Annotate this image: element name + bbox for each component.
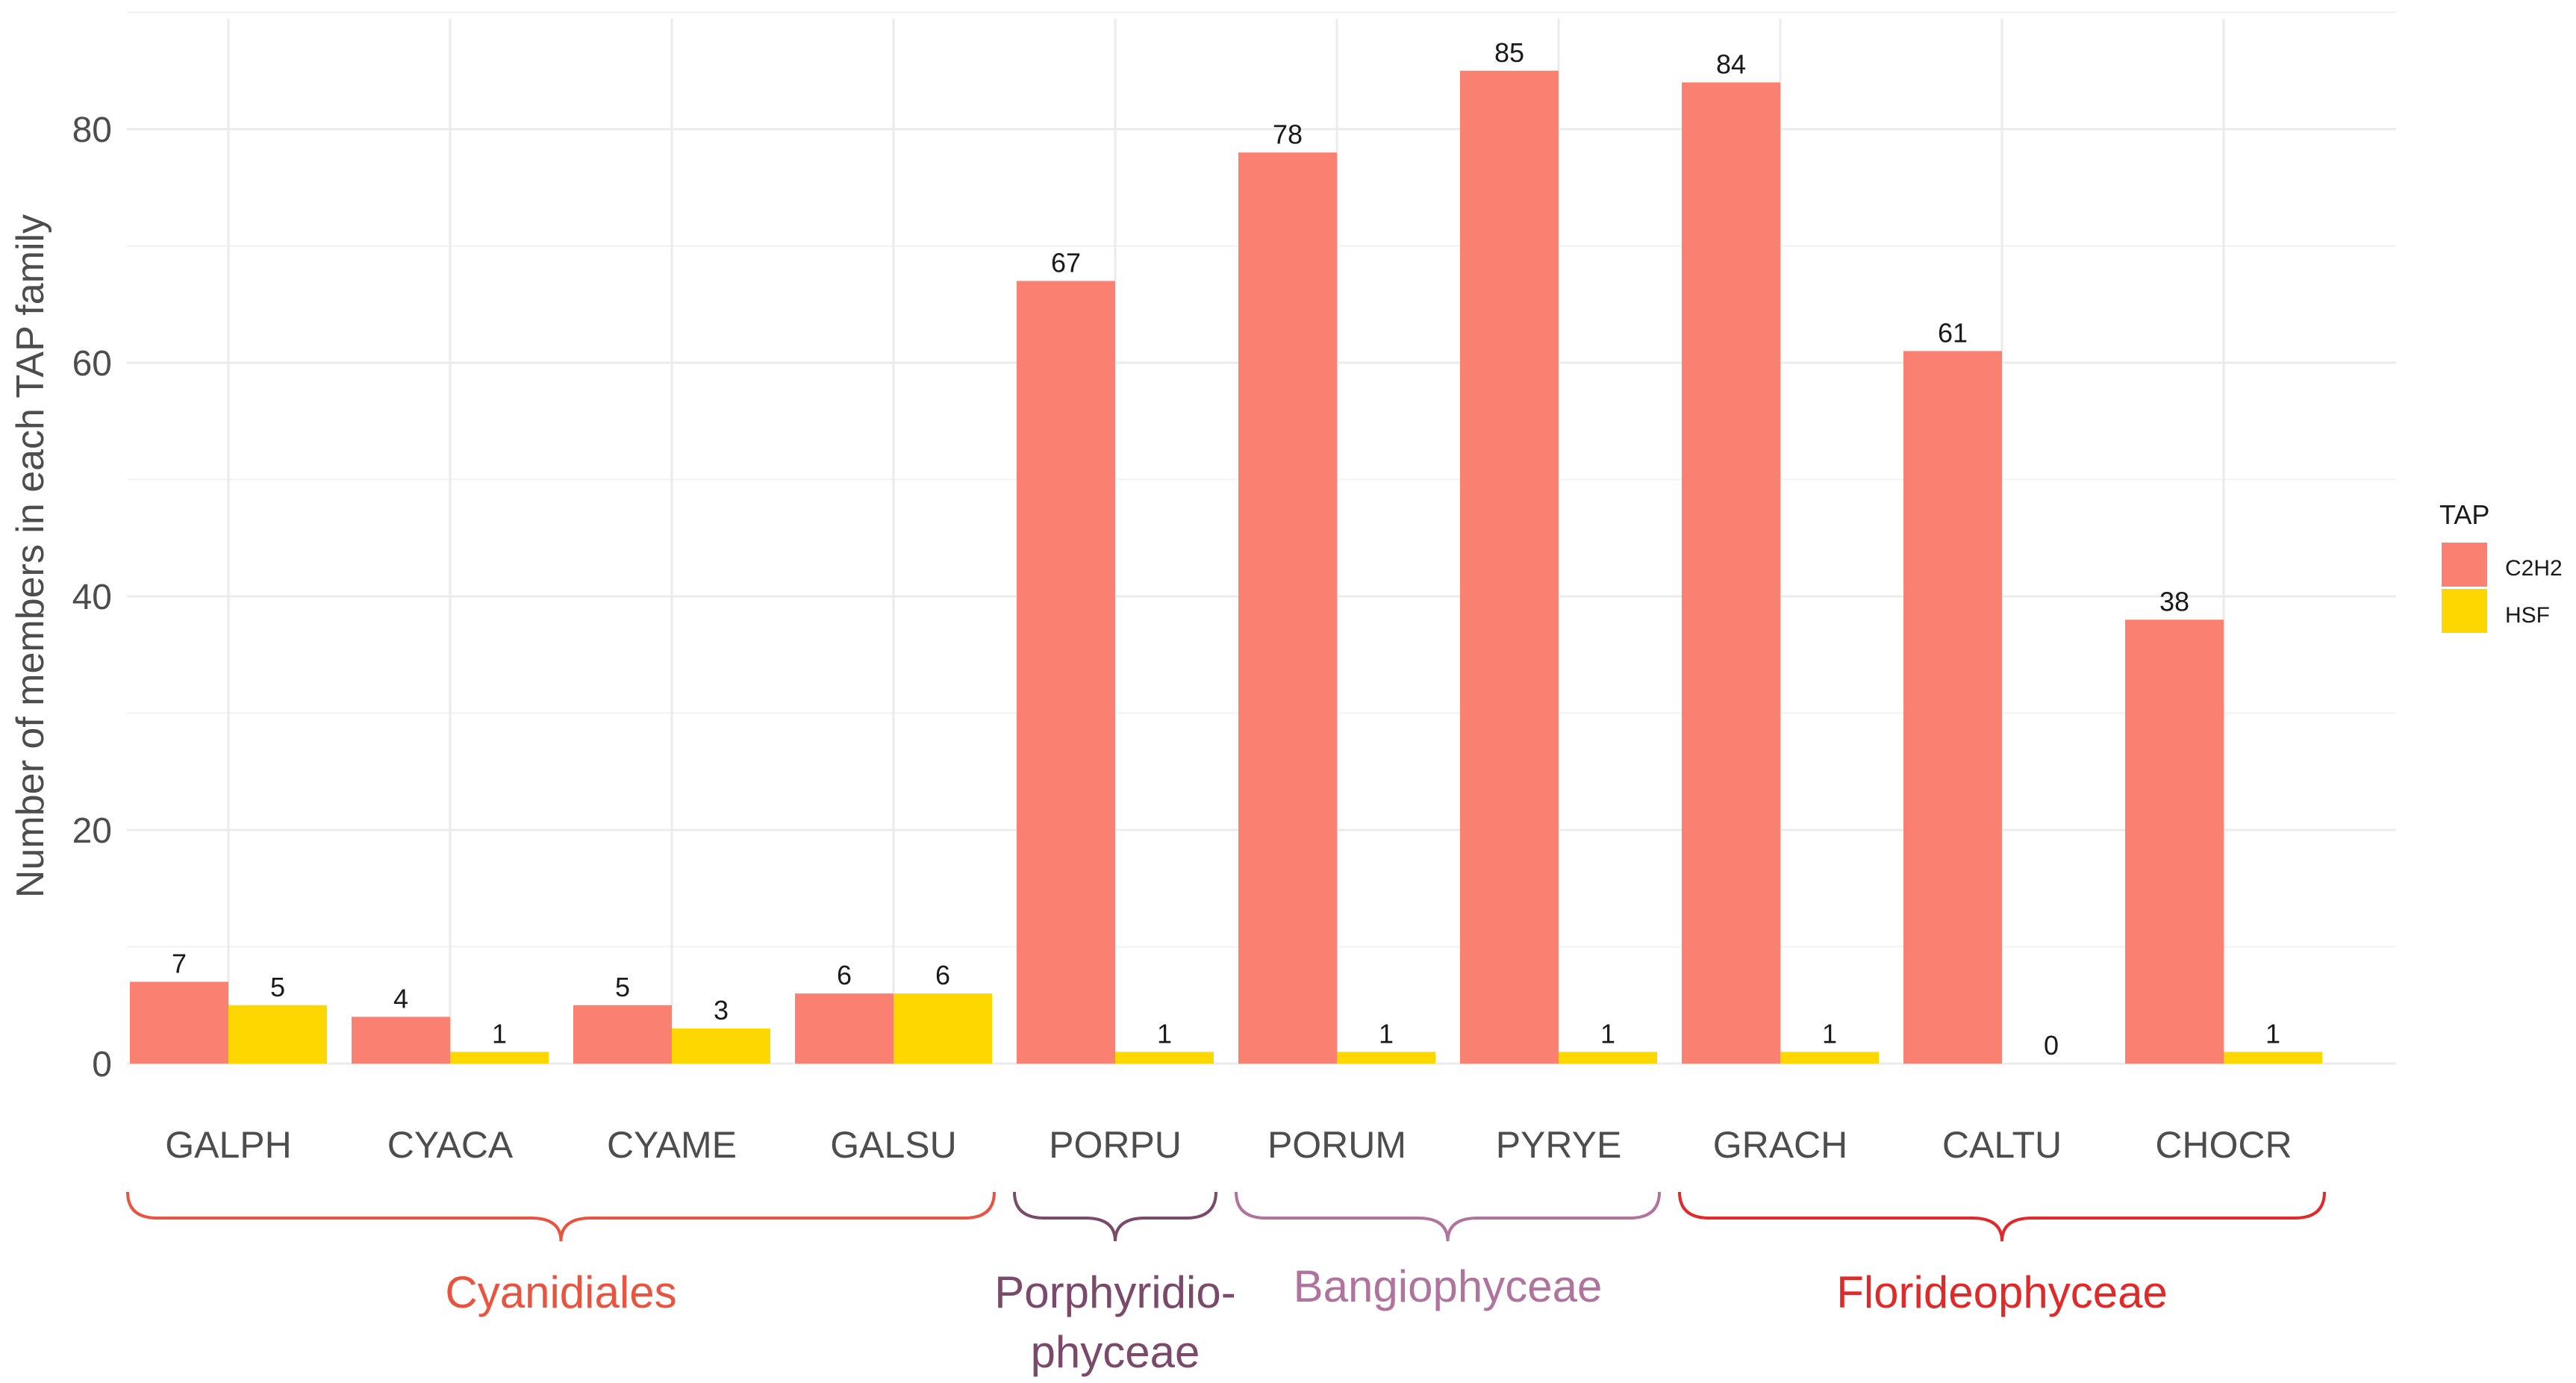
data-label: 1 (1379, 1018, 1394, 1049)
y-tick-label: 40 (72, 578, 112, 617)
bar-hsf-cyame (672, 1028, 770, 1064)
legend-swatch-hsf (2442, 589, 2487, 633)
data-label: 1 (1157, 1018, 1172, 1049)
data-label: 78 (1273, 119, 1303, 149)
bar-c2h2-cyame (573, 1005, 672, 1064)
legend: TAP C2H2 HSF (2439, 499, 2563, 633)
bar-hsf-grach (1780, 1052, 1879, 1064)
y-tick-label: 0 (92, 1045, 112, 1084)
y-tick-label: 60 (72, 344, 112, 384)
group-label: Florideophyceae (1836, 1267, 2168, 1317)
bar-c2h2-galph (130, 981, 228, 1064)
legend-label-hsf: HSF (2505, 603, 2550, 628)
group-brace (126, 1191, 996, 1242)
bar-c2h2-porum (1238, 152, 1337, 1064)
data-label: 85 (1494, 37, 1524, 68)
bar-c2h2-porpu (1017, 281, 1115, 1064)
x-tick-label: CALTU (1942, 1124, 2062, 1166)
bar-c2h2-pyrye (1460, 70, 1559, 1064)
x-tick-label: PORPU (1049, 1124, 1182, 1166)
group-label: Cyanidiales (445, 1267, 676, 1317)
bar-c2h2-chocr (2125, 619, 2224, 1064)
group-brace (1678, 1191, 2326, 1242)
data-label: 6 (935, 960, 950, 990)
data-label: 5 (615, 972, 630, 1002)
data-label: 3 (714, 995, 729, 1025)
data-label: 1 (2265, 1018, 2280, 1049)
bar-c2h2-grach (1682, 82, 1780, 1064)
group-label: phyceae (1031, 1327, 1200, 1377)
y-axis-title: Number of members in each TAP family (9, 214, 52, 898)
y-tick-label: 80 (72, 110, 112, 150)
data-label: 1 (492, 1018, 507, 1049)
data-label: 4 (393, 983, 408, 1014)
data-label: 61 (1938, 317, 1968, 348)
y-axis-ticks: 0 20 40 60 80 (72, 110, 112, 1084)
bar-c2h2-galsu (795, 993, 894, 1064)
group-brace (1013, 1191, 1217, 1242)
bar-hsf-porum (1337, 1052, 1435, 1064)
bar-hsf-galph (228, 1005, 327, 1064)
x-tick-label: PYRYE (1496, 1124, 1622, 1166)
group-label: Bangiophyceae (1294, 1261, 1603, 1311)
data-labels: 7 5 4 1 5 3 6 6 67 1 78 1 85 1 84 1 61 0 38 1 (172, 37, 2280, 1061)
taxon-groups: Cyanidiales Porphyridio-phyceae Bangiophyc… (126, 1191, 2326, 1377)
group-brace (1235, 1191, 1661, 1242)
legend-swatch-c2h2 (2442, 543, 2487, 587)
data-label: 38 (2159, 586, 2189, 616)
bar-hsf-porpu (1115, 1052, 1214, 1064)
data-label: 7 (172, 948, 187, 978)
bar-c2h2-cyaca (352, 1017, 450, 1064)
x-tick-label: GRACH (1713, 1124, 1848, 1166)
bar-hsf-chocr (2224, 1052, 2322, 1064)
x-tick-label: CYACA (387, 1124, 514, 1166)
y-tick-label: 20 (72, 811, 112, 851)
data-label: 1 (1600, 1018, 1615, 1049)
bar-c2h2-caltu (1903, 351, 2002, 1064)
legend-label-c2h2: C2H2 (2505, 556, 2563, 581)
data-label: 84 (1716, 49, 1746, 79)
legend-title: TAP (2439, 499, 2489, 530)
bar-hsf-galsu (894, 993, 992, 1064)
data-label: 67 (1051, 247, 1081, 278)
x-tick-label: GALSU (830, 1124, 957, 1166)
x-tick-label: PORUM (1267, 1124, 1406, 1166)
x-tick-label: GALPH (165, 1124, 292, 1166)
data-label: 0 (2044, 1030, 2059, 1061)
bars (130, 70, 2322, 1064)
data-label: 6 (837, 960, 852, 990)
data-label: 5 (270, 972, 285, 1002)
bar-hsf-cyaca (450, 1052, 549, 1064)
x-tick-label: CHOCR (2155, 1124, 2292, 1166)
bar-hsf-pyrye (1559, 1052, 1657, 1064)
data-label: 1 (1822, 1018, 1837, 1049)
group-label: Porphyridio- (994, 1267, 1235, 1317)
x-axis-ticks: GALPH CYACA CYAME GALSU PORPU PORUM PYRYE GRACH… (165, 1124, 2292, 1166)
x-tick-label: CYAME (607, 1124, 737, 1166)
